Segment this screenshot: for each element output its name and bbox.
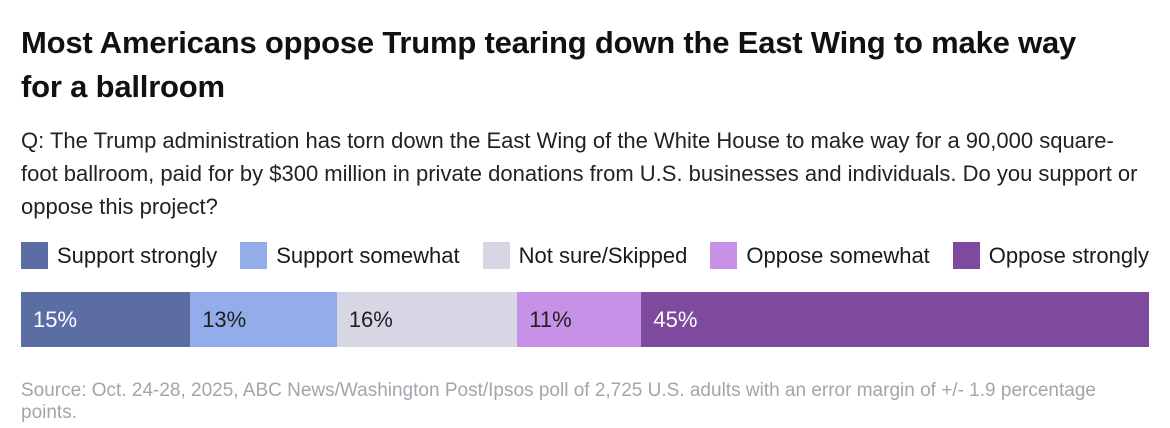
bar-segment-value: 45% — [653, 306, 698, 332]
poll-question-text: Q: The Trump administration has torn dow… — [21, 128, 1138, 220]
legend-label: Support somewhat — [276, 242, 460, 268]
source-attribution: Source: Oct. 24-28, 2025, ABC News/Washi… — [21, 380, 1096, 424]
bar-segment-oppose-somewhat: 11% — [517, 292, 642, 348]
legend-swatch-not-sure — [482, 242, 510, 270]
legend-label: Oppose strongly — [988, 242, 1149, 268]
legend-swatch-support-strongly — [21, 242, 48, 270]
bar-segment-oppose-strongly: 45% — [641, 292, 1149, 348]
bar-segment-value: 16% — [348, 306, 393, 332]
legend-label: Oppose somewhat — [746, 242, 930, 268]
bar-segment-value: 11% — [529, 306, 572, 332]
chart-legend: Support strongly Support somewhat Not su… — [21, 242, 1149, 270]
legend-swatch-support-somewhat — [240, 242, 268, 270]
bar-segment-value: 15% — [33, 306, 78, 332]
legend-label: Not sure/Skipped — [518, 242, 688, 268]
bar-segment-not-sure: 16% — [336, 292, 518, 348]
legend-item-not-sure: Not sure/Skipped — [482, 242, 688, 270]
legend-item-support-somewhat: Support somewhat — [240, 242, 460, 270]
legend-item-support-strongly: Support strongly — [21, 242, 218, 270]
legend-swatch-oppose-strongly — [952, 242, 980, 270]
chart-title: Most Americans oppose Trump tearing down… — [21, 25, 1077, 105]
legend-label: Support strongly — [57, 242, 218, 268]
stacked-bar: 15% 13% 16% 11% 45% — [21, 292, 1149, 348]
bar-segment-support-strongly: 15% — [21, 292, 191, 348]
legend-item-oppose-somewhat: Oppose somewhat — [710, 242, 930, 270]
bar-segment-support-somewhat: 13% — [190, 292, 337, 348]
legend-item-oppose-strongly: Oppose strongly — [952, 242, 1149, 270]
legend-swatch-oppose-somewhat — [710, 242, 738, 270]
bar-segment-value: 13% — [202, 306, 247, 332]
